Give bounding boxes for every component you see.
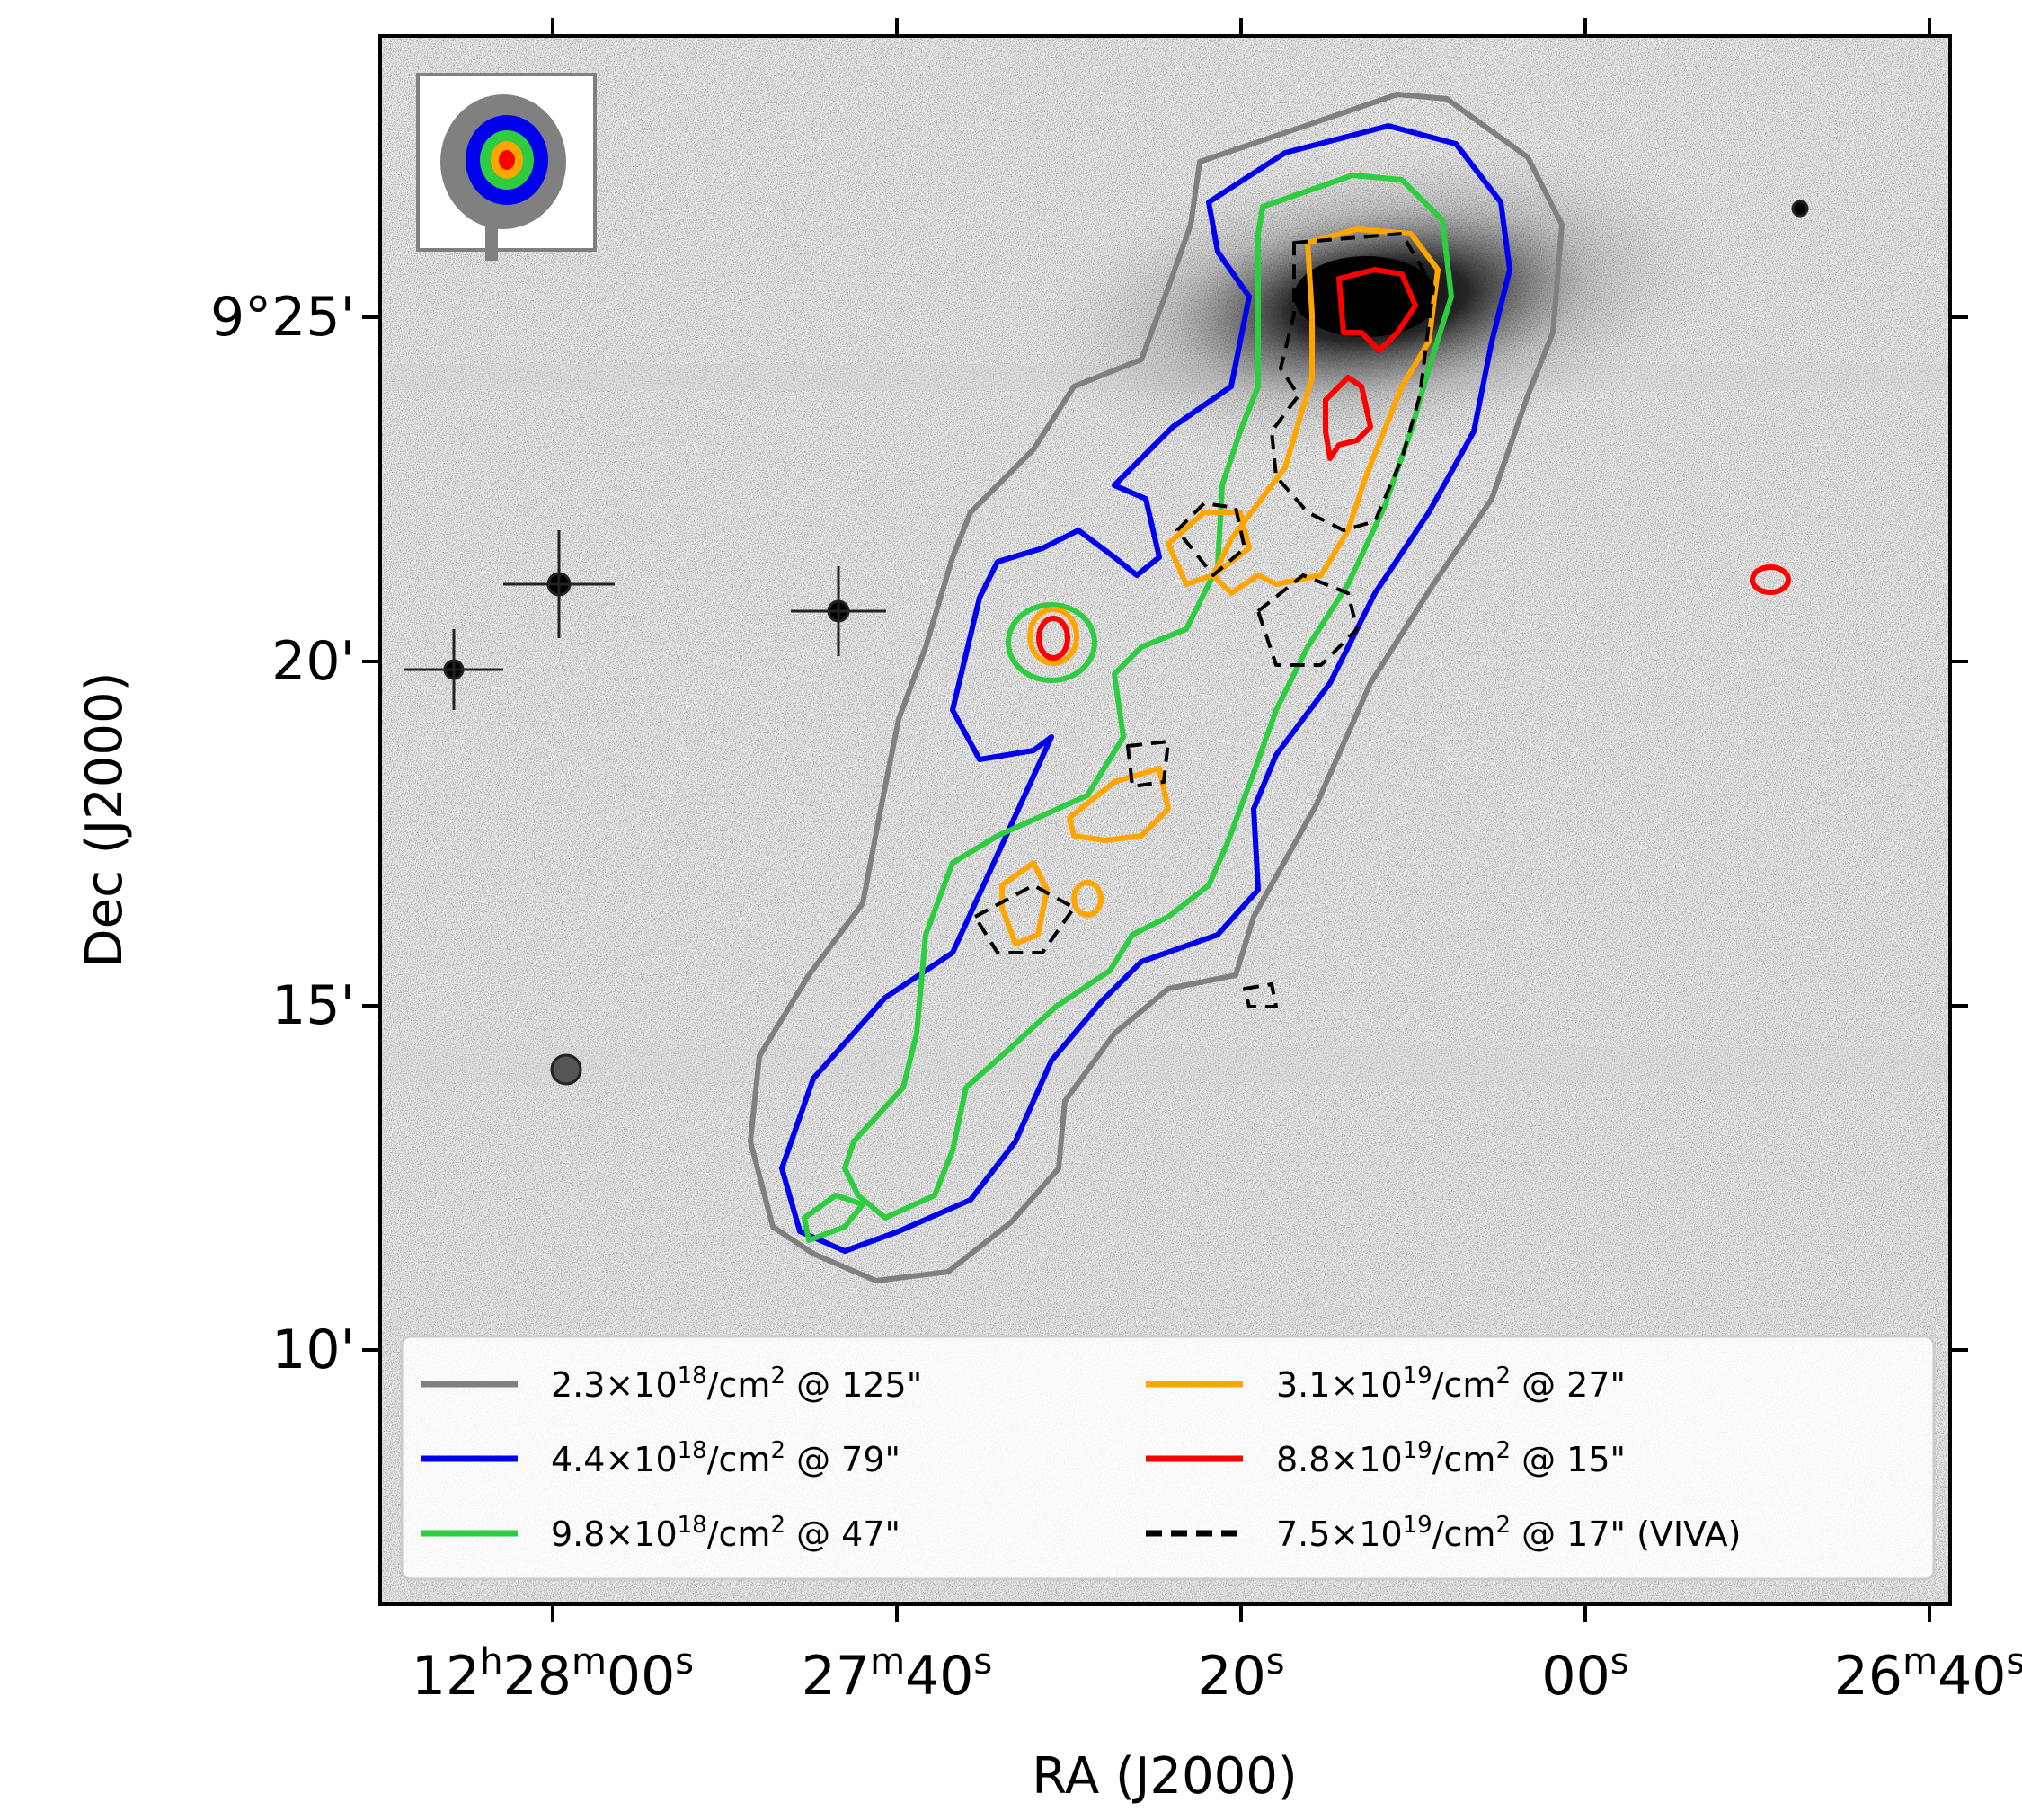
contour-viva-6	[1243, 982, 1278, 1008]
x-tick-label: 27m40s	[802, 1641, 993, 1708]
legend: 2.3×1018/cm2 @ 125" 4.4×1018/cm2 @ 79" 9.8…	[400, 1335, 1936, 1581]
legend-label: 9.8×1018/cm2 @ 47"	[551, 1512, 900, 1554]
y-tick-label: 9°25'	[210, 286, 355, 349]
x-tick-label: 26m40s	[1834, 1641, 2022, 1708]
contour-orange-6	[1027, 607, 1079, 666]
contour-green-south	[802, 1193, 865, 1243]
y-tick-label: 10'	[271, 1318, 355, 1381]
y-axis-label: Dec (J2000)	[75, 672, 134, 968]
x-tick-label: 20s	[1197, 1641, 1284, 1708]
bright-stars	[404, 200, 1809, 1086]
legend-label: 7.5×1019/cm2 @ 17" (VIVA)	[1276, 1512, 1741, 1554]
contour-viva-3	[1256, 573, 1359, 667]
contour-orange-4	[999, 860, 1050, 946]
legend-label: 4.4×1018/cm2 @ 79"	[551, 1437, 900, 1479]
contour-orange-3	[1067, 766, 1171, 843]
y-tick-label: 15'	[271, 974, 355, 1037]
axes-frame	[378, 34, 1952, 1606]
contour-red-1	[1336, 267, 1418, 353]
contour-green-blob	[1006, 602, 1097, 683]
contour-red-4	[1750, 564, 1791, 595]
ticks: 12h28m00s 27m40s 20s 00s 26m40s 9°25' 20' 15' 10…	[210, 18, 2022, 1708]
legend-label: 2.3×1018/cm2 @ 125"	[551, 1363, 922, 1405]
contour-orange	[1211, 226, 1441, 596]
x-tick-label: 12h28m00s	[412, 1641, 694, 1708]
x-tick-label: 00s	[1541, 1641, 1628, 1708]
legend-label: 3.1×1019/cm2 @ 27"	[1276, 1363, 1626, 1405]
contour-orange-2	[1166, 510, 1252, 587]
contour-red-3	[1036, 616, 1070, 661]
contour-blue	[779, 123, 1512, 1254]
contour-viva-2	[1175, 502, 1246, 577]
beam-inset	[416, 73, 597, 261]
contours	[748, 92, 1791, 1283]
contour-orange-5	[1071, 880, 1104, 918]
x-axis-label: RA (J2000)	[1032, 1747, 1297, 1806]
contour-viva-5	[973, 883, 1076, 954]
y-tick-label: 20'	[271, 630, 355, 693]
contour-viva-1	[1270, 232, 1435, 532]
contour-viva-4	[1126, 740, 1170, 788]
contour-red-2	[1323, 375, 1373, 461]
contour-gray	[748, 92, 1565, 1283]
legend-label: 8.8×1019/cm2 @ 15"	[1276, 1437, 1626, 1479]
contour-green	[842, 173, 1454, 1221]
